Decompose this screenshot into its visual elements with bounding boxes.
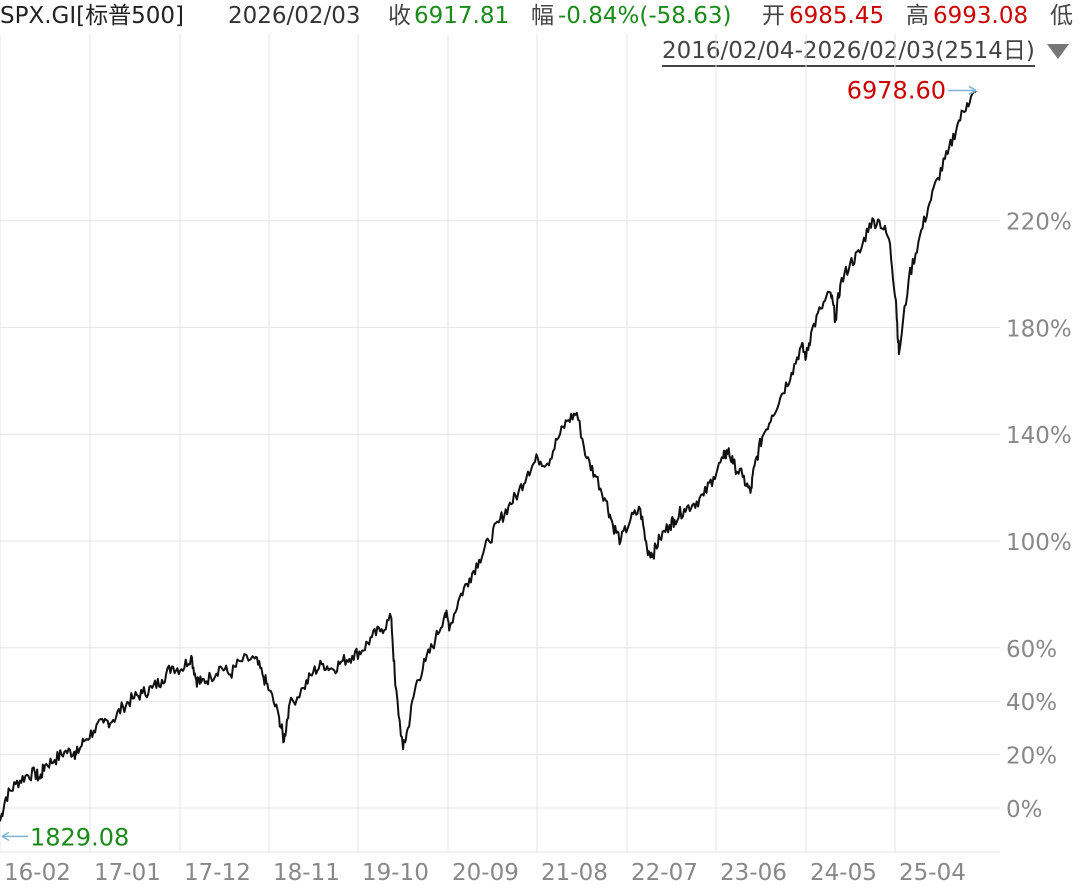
x-tick-label: 17-01 [94, 860, 161, 886]
y-tick-label: 180% [1006, 316, 1072, 342]
min-marker-arrowhead [1, 831, 10, 842]
y-tick-label: 20% [1006, 744, 1057, 770]
close-label: 收 [388, 3, 411, 29]
min-value-label: 1829.08 [30, 823, 129, 851]
y-tick-label: 220% [1006, 210, 1072, 236]
close-value: 6917.81 [414, 3, 510, 29]
high-label: 高 [906, 3, 929, 29]
quote-header: SPX.GI[标普500] 2026/02/03 收 6917.81 幅 -0.… [0, 0, 1080, 36]
y-tick-label: 140% [1006, 423, 1072, 449]
grid-lines [0, 34, 1000, 853]
change-label: 幅 [531, 3, 554, 29]
y-tick-label: 60% [1006, 637, 1057, 663]
x-tick-label: 19-10 [362, 860, 429, 886]
x-tick-label: 20-09 [452, 860, 519, 886]
x-tick-label: 25-04 [899, 860, 966, 886]
y-axis-labels: 0% 20% 40% 60% 100% 140% 180% 220% [1006, 210, 1072, 823]
y-tick-label: 0% [1006, 797, 1043, 823]
y-tick-label: 100% [1006, 530, 1072, 556]
date-range-selector[interactable]: 2016/02/04-2026/02/03(2514日) [662, 38, 1035, 67]
open-value: 6985.45 [789, 3, 885, 29]
max-value-label: 6978.60 [847, 76, 946, 104]
quote-date: 2026/02/03 [228, 3, 361, 29]
y-tick-label: 40% [1006, 690, 1057, 716]
symbol-name: SPX.GI[标普500] [0, 3, 184, 29]
x-axis-labels: 16-02 17-01 17-12 18-11 19-10 20-09 21-08 22-07… [4, 860, 966, 886]
change-value: -0.84%(-58.63) [558, 3, 732, 29]
x-tick-label: 16-02 [4, 860, 71, 886]
high-value: 6993.08 [933, 3, 1029, 29]
max-marker-arrowhead [968, 85, 977, 96]
x-tick-label: 18-11 [273, 860, 340, 886]
x-tick-label: 23-06 [720, 860, 787, 886]
triangle-down-icon[interactable] [1047, 44, 1069, 59]
x-tick-label: 22-07 [631, 860, 698, 886]
x-tick-label: 21-08 [541, 860, 608, 886]
x-tick-label: 17-12 [184, 860, 251, 886]
extreme-annotations: 6978.60 1829.08 [1, 76, 977, 851]
price-series-line [0, 89, 977, 822]
low-label: 低 [1050, 3, 1073, 29]
x-tick-label: 24-05 [810, 860, 877, 886]
open-label: 开 [762, 3, 785, 29]
